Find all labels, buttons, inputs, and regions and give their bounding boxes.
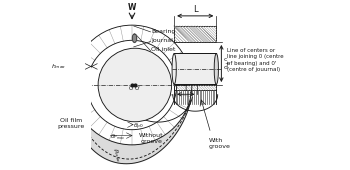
Text: $\phi$: $\phi$ xyxy=(124,67,131,77)
Text: Bearing: Bearing xyxy=(152,29,176,34)
Text: l: l xyxy=(184,84,187,93)
Text: $P_{max}$: $P_{max}$ xyxy=(110,147,122,164)
Text: O: O xyxy=(128,86,133,91)
Text: c
+
d: c + d xyxy=(224,57,229,70)
Text: Oil film
pressure: Oil film pressure xyxy=(58,118,85,129)
Ellipse shape xyxy=(214,54,218,84)
Circle shape xyxy=(98,48,172,122)
Text: With
groove: With groove xyxy=(209,138,231,149)
Text: Journal: Journal xyxy=(152,38,173,43)
Text: $h_{max}$: $h_{max}$ xyxy=(51,62,66,71)
Text: Oil inlet: Oil inlet xyxy=(152,47,176,52)
Polygon shape xyxy=(71,90,190,164)
Text: W: W xyxy=(128,3,136,12)
Text: Without
groove: Without groove xyxy=(139,133,164,144)
Ellipse shape xyxy=(172,54,176,84)
Text: L: L xyxy=(193,5,197,14)
Text: $P_{min}$: $P_{min}$ xyxy=(144,65,158,74)
Polygon shape xyxy=(132,34,137,42)
Text: Line of centers or
line joining 0 (centre
of bearing) and 0'
(centre of jouurnal: Line of centers or line joining 0 (centr… xyxy=(227,48,284,72)
Text: $h_0 = h_{min}$: $h_0 = h_{min}$ xyxy=(145,90,173,99)
Text: O': O' xyxy=(135,86,141,91)
Bar xyxy=(174,54,216,84)
Text: $\theta_{P_{max}}$: $\theta_{P_{max}}$ xyxy=(110,133,125,142)
Text: $\theta_{p0}$: $\theta_{p0}$ xyxy=(133,122,144,132)
